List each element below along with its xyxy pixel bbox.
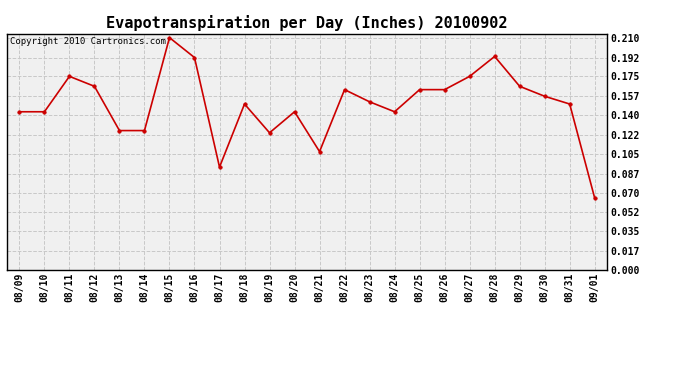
Title: Evapotranspiration per Day (Inches) 20100902: Evapotranspiration per Day (Inches) 2010… xyxy=(106,15,508,31)
Text: Copyright 2010 Cartronics.com: Copyright 2010 Cartronics.com xyxy=(10,37,166,46)
